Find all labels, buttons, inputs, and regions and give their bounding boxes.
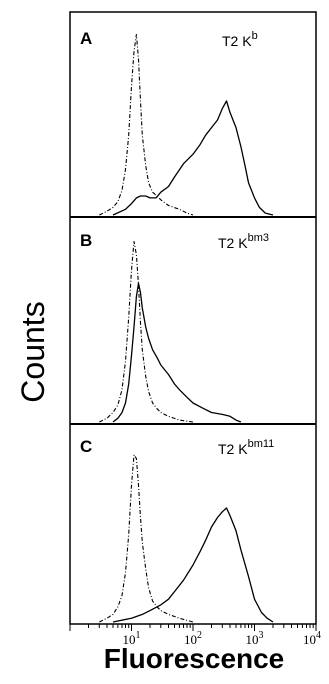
x-axis-ticks (69, 624, 317, 631)
y-axis-label: Counts (15, 301, 51, 402)
histogram-curves (99, 33, 274, 623)
panel-b-title-main: T2 K (218, 235, 248, 251)
x-tick-label-10-1: 101 (123, 630, 141, 647)
panel-b-letter: B (80, 231, 92, 250)
panel-a-title: T2 Kb (222, 30, 258, 49)
panel-b-title-sup: bm3 (248, 232, 269, 244)
panel-a-title-main: T2 K (222, 33, 252, 49)
panel-b-dashed-curve (99, 240, 194, 423)
panel-a-letter: A (80, 29, 92, 48)
panel-c-title-sup: bm11 (248, 438, 275, 450)
panel-b-solid-curve (112, 282, 242, 423)
panel-c-solid-curve (112, 507, 274, 623)
x-tick-label-10-2: 102 (184, 630, 202, 647)
panel-a-dashed-curve (99, 33, 194, 216)
panel-c-letter: C (80, 437, 92, 456)
x-tick-label-10-3: 103 (246, 630, 264, 647)
x-axis-label: Fluorescence (104, 643, 285, 674)
panel-a-solid-curve (112, 100, 274, 216)
panel-c-title-main: T2 K (218, 441, 248, 457)
panel-b-title: T2 Kbm3 (218, 232, 269, 251)
plot-frame (69, 11, 317, 625)
x-axis-tick-labels: 101 102 103 104 (123, 630, 322, 647)
panel-a-title-sup: b (252, 30, 258, 42)
panel-c-dashed-curve (99, 454, 194, 623)
x-tick-label-10-4: 104 (303, 630, 321, 647)
panel-c-title: T2 Kbm11 (218, 438, 274, 457)
